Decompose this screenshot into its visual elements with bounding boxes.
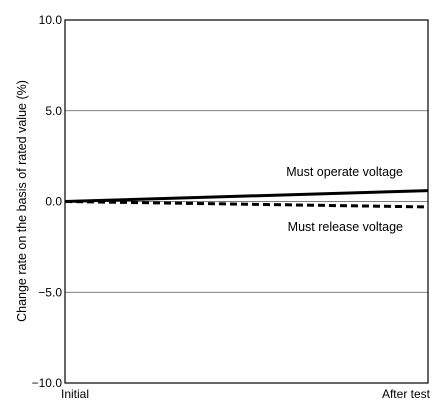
y-tick-labels: 10.0 5.0 0.0 −5.0 −10.0 (32, 13, 63, 390)
y-axis-label: Change rate on the basis of rated value … (15, 80, 29, 322)
series-label-must-release: Must release voltage (288, 220, 403, 234)
series-label-must-operate: Must operate voltage (286, 165, 403, 179)
series-line-must-release (64, 200, 429, 209)
x-tick-label: After test (382, 387, 431, 401)
x-tick-label: Initial (61, 387, 89, 401)
series-layer (64, 189, 429, 209)
series-line-must-operate (64, 189, 429, 203)
y-tick-label: 0.0 (45, 195, 62, 209)
x-tick-labels: Initial After test (61, 387, 431, 401)
y-tick-label: −5.0 (38, 285, 62, 299)
y-tick-label: 5.0 (45, 104, 62, 118)
y-tick-label: −10.0 (32, 376, 63, 390)
y-tick-label: 10.0 (39, 13, 63, 27)
grid-layer (65, 110, 428, 293)
